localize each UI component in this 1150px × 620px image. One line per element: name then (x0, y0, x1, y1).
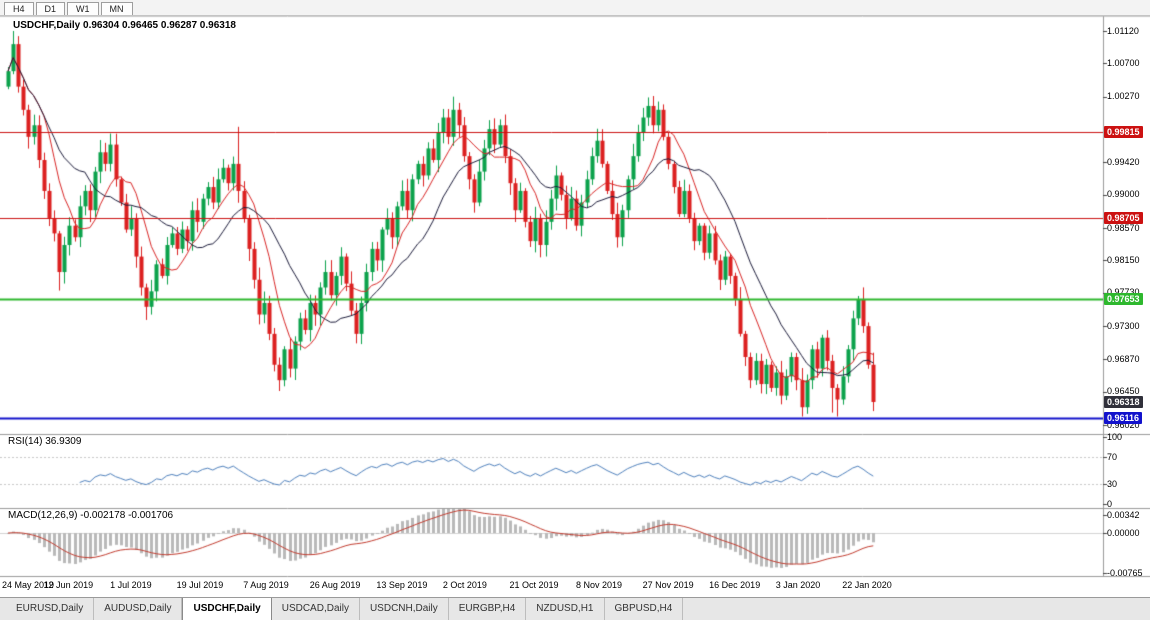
chart-tab-eurgbp-h4[interactable]: EURGBP,H4 (449, 598, 527, 620)
chart-tab-usdchf-daily[interactable]: USDCHF,Daily (182, 598, 272, 620)
chart-tab-usdcnh-daily[interactable]: USDCNH,Daily (360, 598, 449, 620)
timeframe-tab-mn[interactable]: MN (100, 2, 133, 15)
chart-tab-eurusd-daily[interactable]: EURUSD,Daily (6, 598, 95, 620)
chart-window-tabs: EURUSD,Daily AUDUSD,Daily USDCHF,Daily USDC… (0, 597, 1150, 620)
chart-tab-usdcad-daily[interactable]: USDCAD,Daily (272, 598, 360, 620)
timeframe-tab-d1[interactable]: D1 (35, 2, 66, 15)
timeframe-tab-w1[interactable]: W1 (67, 2, 99, 15)
chart-tab-gbpusd-h4[interactable]: GBPUSD,H4 (605, 598, 684, 620)
timeframe-tabs: H4 D1 W1 MN (0, 0, 1150, 16)
timeframe-tab-h4[interactable]: H4 (4, 2, 34, 15)
chart-tab-nzdusd-h1[interactable]: NZDUSD,H1 (526, 598, 605, 620)
chart-tab-audusd-daily[interactable]: AUDUSD,Daily (94, 598, 183, 620)
chart-canvas[interactable] (0, 0, 1150, 598)
